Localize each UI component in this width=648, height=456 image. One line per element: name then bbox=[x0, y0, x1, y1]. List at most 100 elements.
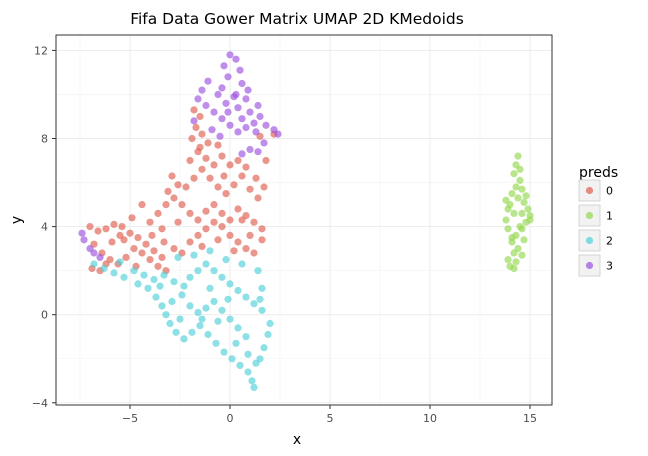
data-point-series-2 bbox=[232, 339, 240, 347]
data-point-series-0 bbox=[226, 216, 234, 224]
data-point-series-0 bbox=[154, 262, 162, 270]
data-point-series-2 bbox=[156, 282, 164, 290]
data-point-series-3 bbox=[78, 229, 86, 237]
data-point-series-3 bbox=[202, 101, 210, 110]
legend-label-1: 1 bbox=[606, 210, 613, 223]
data-point-series-1 bbox=[508, 234, 516, 242]
data-point-series-0 bbox=[234, 205, 242, 213]
x-tick-label: 0 bbox=[227, 412, 234, 425]
data-point-series-2 bbox=[210, 297, 218, 306]
data-point-series-2 bbox=[110, 269, 118, 277]
data-point-series-2 bbox=[248, 377, 256, 385]
data-point-series-3 bbox=[224, 108, 232, 116]
data-point-series-3 bbox=[230, 93, 238, 101]
data-point-series-0 bbox=[196, 143, 204, 151]
data-point-series-0 bbox=[214, 183, 222, 191]
data-point-series-1 bbox=[512, 183, 520, 191]
data-point-series-2 bbox=[206, 284, 214, 292]
data-point-series-3 bbox=[224, 73, 232, 81]
data-point-series-0 bbox=[150, 247, 158, 255]
data-point-series-3 bbox=[254, 148, 262, 156]
data-point-series-0 bbox=[210, 201, 218, 209]
data-point-series-1 bbox=[516, 165, 524, 173]
data-point-series-2 bbox=[234, 324, 242, 332]
data-point-series-0 bbox=[174, 181, 182, 189]
data-point-series-0 bbox=[116, 231, 124, 239]
data-point-series-0 bbox=[234, 238, 242, 246]
data-point-series-0 bbox=[210, 218, 218, 226]
data-point-series-2 bbox=[188, 328, 196, 336]
data-point-series-0 bbox=[206, 174, 214, 182]
data-point-series-0 bbox=[134, 234, 142, 242]
data-point-series-2 bbox=[222, 256, 230, 264]
data-point-series-0 bbox=[158, 225, 166, 233]
data-point-series-0 bbox=[246, 185, 254, 193]
data-point-series-2 bbox=[244, 350, 252, 358]
data-point-series-2 bbox=[202, 304, 210, 312]
data-point-series-2 bbox=[140, 271, 148, 279]
data-point-series-3 bbox=[218, 115, 226, 123]
data-point-series-0 bbox=[214, 236, 222, 244]
data-point-series-0 bbox=[202, 154, 210, 162]
data-point-series-2 bbox=[180, 335, 188, 343]
data-point-series-2 bbox=[250, 300, 258, 308]
x-tick-label: 10 bbox=[423, 412, 437, 425]
data-point-series-3 bbox=[246, 145, 254, 154]
data-point-series-0 bbox=[218, 223, 226, 231]
data-point-series-3 bbox=[246, 108, 254, 116]
data-point-series-2 bbox=[218, 306, 226, 314]
legend-swatch-1 bbox=[585, 211, 594, 220]
data-point-series-0 bbox=[242, 163, 250, 171]
data-point-series-2 bbox=[186, 302, 194, 310]
data-point-series-3 bbox=[236, 66, 244, 74]
data-point-series-0 bbox=[128, 214, 136, 222]
data-points bbox=[78, 51, 534, 391]
data-point-series-1 bbox=[512, 258, 520, 266]
data-point-series-0 bbox=[196, 112, 204, 121]
data-point-series-0 bbox=[154, 209, 162, 217]
x-tick-label: 5 bbox=[327, 412, 334, 425]
data-point-series-1 bbox=[502, 216, 510, 224]
chart-title: Fifa Data Gower Matrix UMAP 2D KMedoids bbox=[130, 10, 464, 28]
legend-label-3: 3 bbox=[606, 260, 613, 273]
data-point-series-3 bbox=[226, 51, 234, 59]
data-point-series-3 bbox=[222, 99, 230, 107]
data-point-series-3 bbox=[218, 84, 226, 92]
data-point-series-0 bbox=[234, 156, 242, 165]
data-point-series-0 bbox=[108, 238, 116, 246]
data-point-series-2 bbox=[252, 359, 260, 367]
data-point-series-0 bbox=[214, 141, 222, 149]
data-point-series-3 bbox=[260, 139, 268, 147]
data-point-series-1 bbox=[510, 209, 518, 217]
data-point-series-2 bbox=[260, 344, 268, 352]
data-point-series-3 bbox=[190, 117, 198, 125]
data-point-series-2 bbox=[264, 330, 272, 339]
data-point-series-3 bbox=[204, 77, 212, 85]
data-point-series-0 bbox=[126, 229, 134, 237]
data-point-series-2 bbox=[170, 278, 178, 286]
data-point-series-2 bbox=[202, 260, 210, 268]
data-point-series-2 bbox=[204, 330, 212, 339]
data-point-series-0 bbox=[138, 201, 146, 209]
data-point-series-0 bbox=[138, 249, 146, 257]
data-point-series-0 bbox=[94, 227, 102, 235]
y-tick-label: 8 bbox=[41, 133, 48, 146]
data-point-series-0 bbox=[168, 172, 176, 180]
data-point-series-2 bbox=[244, 368, 252, 376]
data-point-series-1 bbox=[514, 194, 522, 202]
data-point-series-0 bbox=[220, 172, 228, 180]
data-point-series-3 bbox=[274, 130, 282, 138]
data-point-series-3 bbox=[238, 115, 246, 123]
data-point-series-2 bbox=[190, 251, 198, 259]
data-point-series-3 bbox=[194, 95, 202, 103]
data-point-series-0 bbox=[170, 245, 178, 253]
data-point-series-1 bbox=[522, 192, 530, 200]
data-point-series-0 bbox=[186, 238, 194, 246]
data-point-series-3 bbox=[234, 128, 242, 136]
data-point-series-2 bbox=[258, 306, 266, 314]
data-point-series-2 bbox=[130, 267, 138, 275]
data-point-series-0 bbox=[188, 134, 196, 143]
data-point-series-0 bbox=[242, 245, 250, 253]
data-point-series-1 bbox=[510, 249, 518, 257]
data-point-series-0 bbox=[204, 139, 212, 147]
